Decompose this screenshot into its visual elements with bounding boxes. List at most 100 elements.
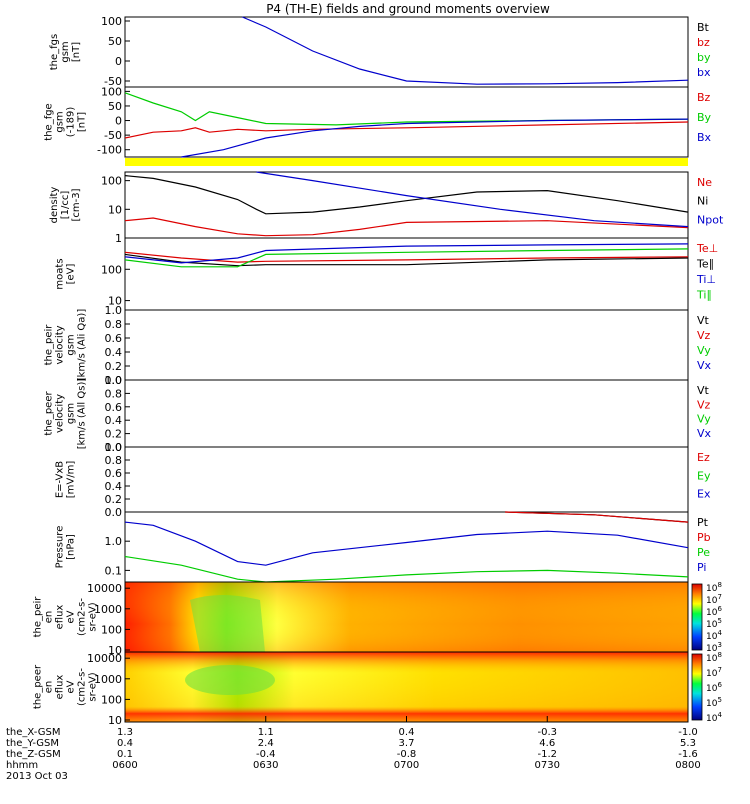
legend-entry: Pt xyxy=(697,516,709,529)
y-tick-label: 0.0 xyxy=(105,374,123,387)
series-line xyxy=(124,175,689,215)
colorbar-tick-label: 108 xyxy=(706,651,722,664)
y-tick-label: 0.8 xyxy=(105,318,123,331)
legend-entry: Te⊥ xyxy=(696,242,718,255)
y-tick-label: 0.0 xyxy=(105,441,123,454)
panel-frame xyxy=(124,16,689,88)
y-tick-label: 10 xyxy=(108,295,122,308)
y-tick-label: 10 xyxy=(108,644,122,657)
y-tick-label: 0.2 xyxy=(105,493,123,506)
y-tick-label: 0.6 xyxy=(105,401,123,414)
footer-value: 0630 xyxy=(253,760,278,771)
footer-row-label: hhmm xyxy=(6,760,38,771)
y-tick-label: 0.2 xyxy=(105,360,123,373)
legend-entry: Vt xyxy=(697,314,710,327)
footer-row-label: the_Y-GSM xyxy=(6,738,59,749)
legend-entry: Ne xyxy=(697,176,712,189)
series-line xyxy=(124,243,689,264)
y-tick-label: 10 xyxy=(108,714,122,727)
y-tick-label: 0.4 xyxy=(105,346,123,359)
y-tick-label: 50 xyxy=(108,35,122,48)
y-tick-label: 100 xyxy=(101,15,122,28)
colorbar-tick-label: 105 xyxy=(706,696,722,709)
legend-entry: Ti⊥ xyxy=(696,273,716,286)
y-axis-label: moats[eV] xyxy=(55,258,77,289)
legend-entry: Ey xyxy=(697,469,711,482)
legend-entry: bx xyxy=(697,66,711,79)
legend-entry: Vy xyxy=(697,413,711,426)
footer-value: 0800 xyxy=(675,760,700,771)
series-line xyxy=(242,16,689,85)
colorbar xyxy=(691,653,703,721)
panel-8: 1.0 0.1 Pressure[nPa] Pt Pb Pe Pi xyxy=(55,511,711,583)
footer-value: -0.8 xyxy=(397,749,417,760)
y-tick-label: 1.0 xyxy=(105,535,123,548)
legend-entry: By xyxy=(697,111,712,124)
panel-frame xyxy=(124,309,689,381)
y-tick-label: 50 xyxy=(108,100,122,113)
legend-entry: Pi xyxy=(697,561,706,574)
legend-entry: Pb xyxy=(697,531,711,544)
panel-frame xyxy=(124,446,689,513)
footer-value: 3.7 xyxy=(399,738,415,749)
y-tick-label: 1000 xyxy=(94,603,122,616)
series-line xyxy=(124,253,689,267)
panel-6: 1.00.80.60.40.20.0the_peervelocitygsm[km… xyxy=(44,374,712,454)
footer-value: 0.1 xyxy=(117,749,133,760)
y-tick-label: 0.8 xyxy=(105,454,123,467)
figure-title: P4 (TH-E) fields and ground moments over… xyxy=(266,2,550,16)
y-tick-label: 0.4 xyxy=(105,414,123,427)
y-tick-label: 10000 xyxy=(87,582,122,595)
colorbar xyxy=(691,583,703,651)
y-tick-label: 100 xyxy=(101,263,122,276)
panel-3: 100 10 1 density[1/cc][cm-3] Ne Ni Npot xyxy=(49,171,724,245)
series-line xyxy=(124,217,689,237)
series-line xyxy=(124,121,689,139)
y-tick-label: -100 xyxy=(97,144,122,157)
y-tick-label: 10000 xyxy=(87,652,122,665)
footer-date: 2013 Oct 03 xyxy=(6,771,68,782)
series-line xyxy=(124,92,689,126)
series-line xyxy=(256,171,689,228)
legend-entry: Ti∥ xyxy=(696,289,712,302)
footer-value: -1.0 xyxy=(678,727,698,738)
y-tick-label: 1.0 xyxy=(105,374,123,387)
footer-value: 5.3 xyxy=(680,738,696,749)
colorbar-tick-label: 104 xyxy=(706,711,722,724)
legend-entry: Vt xyxy=(697,384,710,397)
legend-entry: by xyxy=(697,51,711,64)
legend-entry: Ni xyxy=(697,195,708,208)
y-tick-label: 0.0 xyxy=(105,506,123,519)
colorbar-tick-label: 107 xyxy=(706,593,722,606)
panel-10: 108 107 106 105 104 10000 1000 100 10 the_peerene… xyxy=(33,651,723,727)
y-axis-label: the_fgegsm(-189)[nT] xyxy=(44,103,88,140)
panel-frame xyxy=(124,237,689,311)
panel-1: 100 50 0 -50 the_fgsgsm[nT] Bt bz by bx xyxy=(49,15,711,88)
legend-entry: Te∥ xyxy=(696,258,714,271)
spectrogram-feature xyxy=(190,595,265,652)
y-tick-label: 100 xyxy=(101,175,122,188)
footer-value: 1.3 xyxy=(117,727,133,738)
footer-value: 2.4 xyxy=(258,738,274,749)
series-line xyxy=(124,248,689,268)
y-tick-label: 0.2 xyxy=(105,428,123,441)
y-tick-label: 0.6 xyxy=(105,467,123,480)
legend-entry: Ez xyxy=(697,451,710,464)
legend-entry: Bz xyxy=(697,91,711,104)
y-tick-label: 100 xyxy=(101,623,122,636)
y-tick-label: 0 xyxy=(115,115,122,128)
colorbar-tick-label: 107 xyxy=(706,666,722,679)
y-tick-label: 100 xyxy=(101,85,122,98)
panel-frame xyxy=(124,171,689,239)
y-tick-label: 0.6 xyxy=(105,332,123,345)
series-line xyxy=(181,118,689,158)
y-tick-label: 0.4 xyxy=(105,480,123,493)
panel-5: 1.00.80.60.40.20.0the_peirvelocitygsm[km… xyxy=(44,304,712,387)
y-tick-label: 100 xyxy=(101,693,122,706)
y-axis-label: the_fgsgsm[nT] xyxy=(49,34,82,71)
footer-row-label: the_X-GSM xyxy=(6,727,60,738)
legend-entry: bz xyxy=(697,36,710,49)
series-line xyxy=(124,555,689,583)
